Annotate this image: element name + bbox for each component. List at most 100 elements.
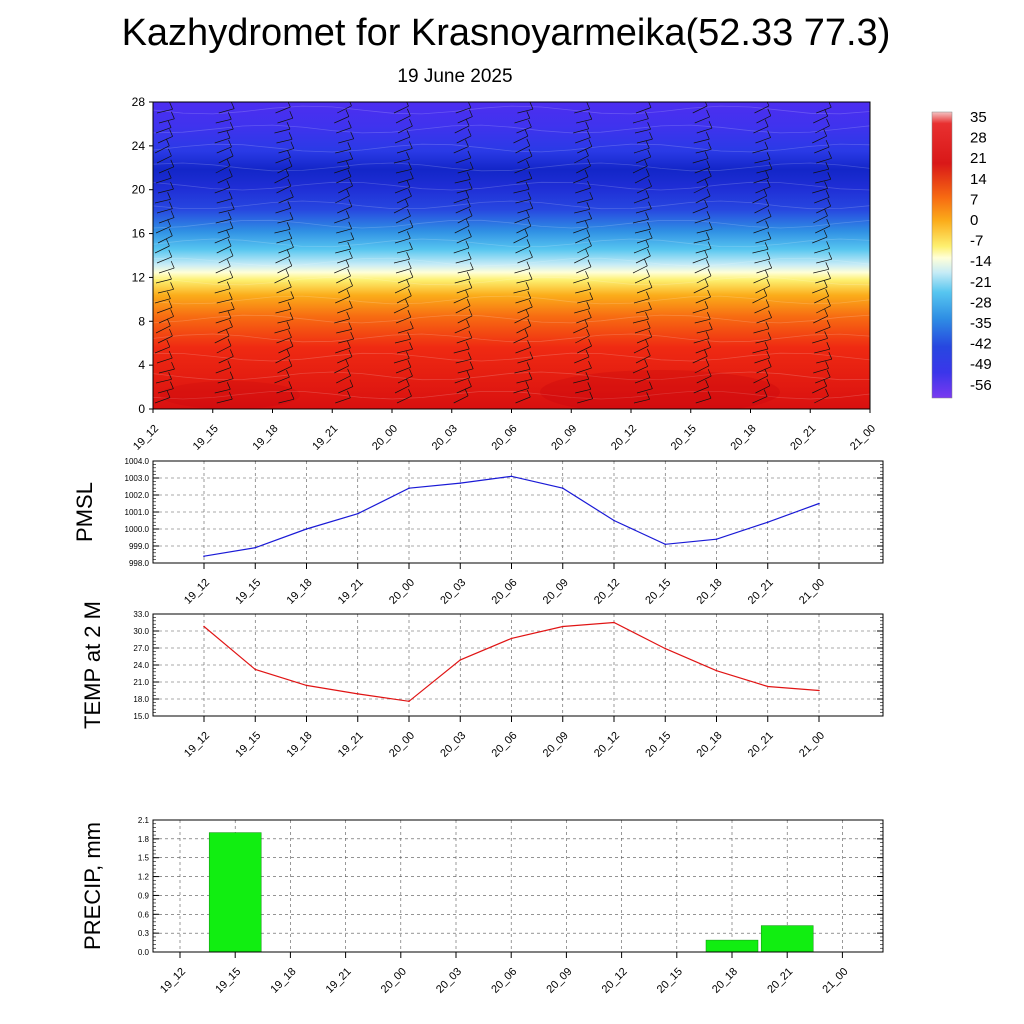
wind-barb [393,105,409,114]
wind-barb [874,189,890,193]
colorbar-label: 14 [970,171,987,188]
colorbar-label: 0 [970,212,978,229]
wind-barb [756,317,772,324]
colorbar-label: -42 [970,336,992,353]
wind-barb [516,325,531,334]
wind-barb [816,258,832,264]
pmsl-point [664,543,667,546]
wind-barb [397,375,413,384]
wind-barb [397,178,414,184]
wind-barb [156,155,172,164]
wind-barb [573,227,589,234]
wind-barb-flag [708,322,713,330]
wind-barb [754,357,770,364]
wind-barb [336,329,352,334]
wind-barb-flag [406,152,410,160]
wind-barb-flag [645,338,649,347]
wind-barb [694,365,710,374]
x-tick-label: 20_18 [710,966,740,996]
y-tick-label: 24 [132,139,146,153]
wind-barb-flag [467,199,471,207]
wind-barb-flag [703,349,708,357]
contour-line [153,219,870,229]
wind-barb-flag [168,300,173,308]
x-tick-label: 19_12 [182,577,212,607]
wind-barb [276,387,292,394]
x-tick-label: 19_21 [336,730,366,760]
wind-barb [277,365,293,374]
x-tick-label: 19_15 [233,577,263,607]
wind-barb-flag [704,151,709,159]
wind-barb-flag [767,108,772,116]
wind-barb-flag [588,139,593,147]
wind-barb [633,398,650,404]
wind-barb [876,146,890,153]
wind-barb-flag [289,339,294,347]
wind-barb-flag [467,352,472,360]
wind-barb-flag [885,201,888,208]
wind-barb-flag [289,312,294,320]
wind-barb [393,158,410,164]
y-tick-label: 0.3 [138,929,150,938]
wind-barb [517,155,533,164]
wind-barb [575,236,590,244]
wind-barb-flag [409,118,413,127]
wind-barb [157,335,173,344]
wind-barb [515,245,531,254]
colorbar-label: -56 [970,377,992,394]
wind-barb [337,105,352,114]
wind-barb [218,208,235,214]
wind-barb-flag [589,292,594,300]
wind-barb [815,278,831,284]
y-tick-label: 4 [138,358,145,372]
wind-barb [517,256,533,264]
wind-barb [755,285,770,294]
temp-point [767,685,769,688]
wind-barb [635,156,651,164]
x-tick-label: 19_12 [158,966,188,996]
wind-barb-flag [764,368,769,377]
pmsl-panel: 998.0 999.0 1000.0 1001.0 1002.0 1003.0 1004.0… [72,457,884,607]
wind-barb [275,106,291,114]
wind-barb-flag [766,350,771,359]
wind-barb-flag [345,210,350,218]
wind-barb-flag [406,231,411,239]
temp-point [357,693,359,695]
wind-barb-flag [588,360,592,369]
wind-barb [155,127,172,134]
wind-barb [696,127,713,134]
wind-barb [155,325,171,334]
y-tick-label: 18.0 [133,695,149,704]
wind-barb-flag [823,280,828,288]
y-tick-label: 1002.0 [125,491,150,500]
wind-barb-flag [347,268,351,277]
pmsl-point [305,528,308,530]
wind-barb-flag [404,198,409,206]
wind-barb-flag [466,271,471,280]
wind-barb [335,148,351,154]
y-tick-label: 1004.0 [125,457,150,466]
wind-barb [394,136,411,144]
wind-barb-flag [226,259,231,267]
wind-barb-flag [587,281,592,290]
wind-barb [157,388,174,394]
wind-barb [336,127,352,134]
wind-barb-flag [288,381,293,389]
wind-barb [634,276,650,284]
wind-barb-flag [766,179,771,187]
wind-barb [513,135,529,144]
wind-barb-flag [287,178,292,187]
wind-barb-flag [170,381,174,389]
wind-barb-flag [527,340,531,348]
wind-barb-flag [885,150,888,157]
temp-point [510,637,513,640]
wind-barb [573,378,589,384]
wind-barb [215,165,231,174]
wind-barb-flag [885,172,888,179]
wind-barb-flag [287,150,291,158]
wind-barb-flag [826,370,831,378]
wind-barb-flag [826,320,831,328]
wind-barb [156,208,173,214]
wind-barb [277,117,293,124]
